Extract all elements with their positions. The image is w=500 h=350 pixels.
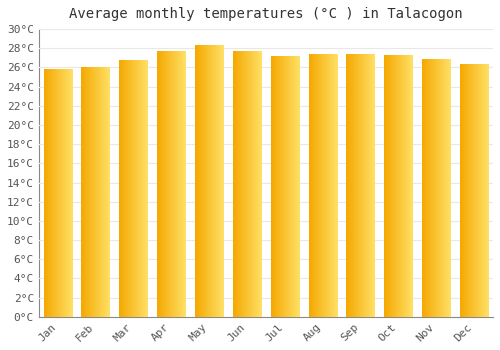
Title: Average monthly temperatures (°C ) in Talacogon: Average monthly temperatures (°C ) in Ta…	[69, 7, 462, 21]
